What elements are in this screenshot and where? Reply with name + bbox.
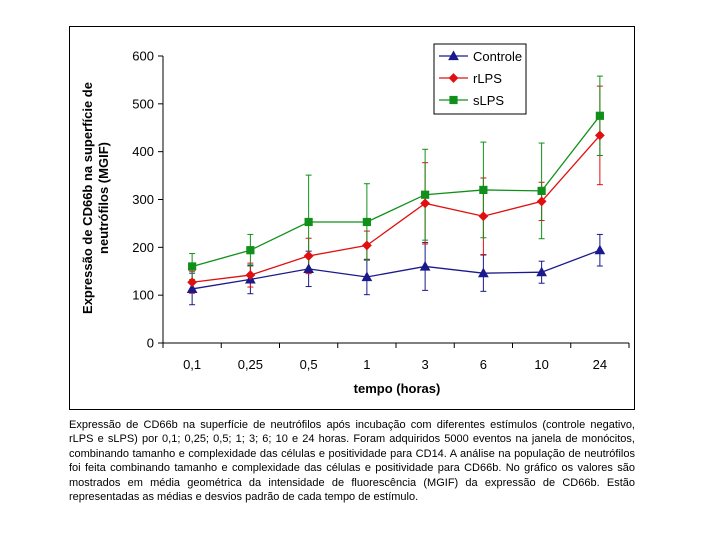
data-point-slps xyxy=(246,246,255,255)
x-tick-label: 3 xyxy=(422,357,429,372)
data-point-slps xyxy=(537,186,546,195)
figure-caption: Expressão de CD66b na superfície de neut… xyxy=(69,419,635,504)
y-axis-label: Expressão de CD66b na superfície de neut… xyxy=(80,82,111,314)
data-point-rlps xyxy=(361,240,372,251)
x-tick-label: 10 xyxy=(534,357,548,372)
x-tick-label: 24 xyxy=(593,357,607,372)
data-point-rlps xyxy=(420,198,431,209)
data-point-controle xyxy=(419,260,431,271)
data-point-controle xyxy=(478,267,489,278)
x-tick-label: 0,25 xyxy=(238,357,263,372)
legend-marker xyxy=(448,50,459,61)
legend-label: rLPS xyxy=(473,71,502,86)
data-point-slps xyxy=(595,111,604,120)
data-point-slps xyxy=(304,217,313,227)
x-tick-label: 6 xyxy=(480,357,487,372)
data-point-rlps xyxy=(478,211,489,222)
data-point-rlps xyxy=(536,196,547,207)
data-point-slps xyxy=(362,217,371,227)
x-axis-label: tempo (horas) xyxy=(354,381,441,396)
data-point-rlps xyxy=(594,130,605,141)
x-tick-label: 1 xyxy=(363,357,370,372)
y-tick-label: 600 xyxy=(132,49,154,64)
y-tick-label: 200 xyxy=(132,240,154,255)
y-tick-label: 100 xyxy=(132,288,154,303)
legend-marker xyxy=(449,95,458,105)
data-point-controle xyxy=(186,283,198,294)
x-tick-label: 0,5 xyxy=(300,357,318,372)
line-chart: 0 100 200 300 400 500 600 0,1 0,25 0,5 1 3 6 10 24 temp… xyxy=(132,43,630,396)
data-point-controle xyxy=(303,263,314,273)
data-point-controle xyxy=(536,266,547,277)
data-point-slps xyxy=(421,190,430,199)
series-line-controle xyxy=(192,249,601,290)
y-tick-label: 500 xyxy=(132,96,154,111)
x-tick-label: 0,1 xyxy=(183,357,201,372)
series-line-slps xyxy=(191,115,601,268)
y-tick-label: 0 xyxy=(147,336,154,351)
data-point-controle xyxy=(594,244,606,255)
chart-frame xyxy=(69,26,635,410)
series-line-rlps xyxy=(192,134,601,283)
legend-marker xyxy=(448,73,459,83)
data-point-slps xyxy=(188,262,197,271)
data-point-controle xyxy=(361,271,373,282)
data-point-rlps xyxy=(245,270,256,280)
y-tick-label: 400 xyxy=(132,144,154,159)
data-point-rlps xyxy=(303,251,314,261)
legend-label: Controle xyxy=(473,49,522,64)
legend-label: sLPS xyxy=(473,93,504,108)
data-point-slps xyxy=(479,185,488,195)
data-point-rlps xyxy=(187,277,198,288)
y-tick-label: 300 xyxy=(132,192,154,207)
